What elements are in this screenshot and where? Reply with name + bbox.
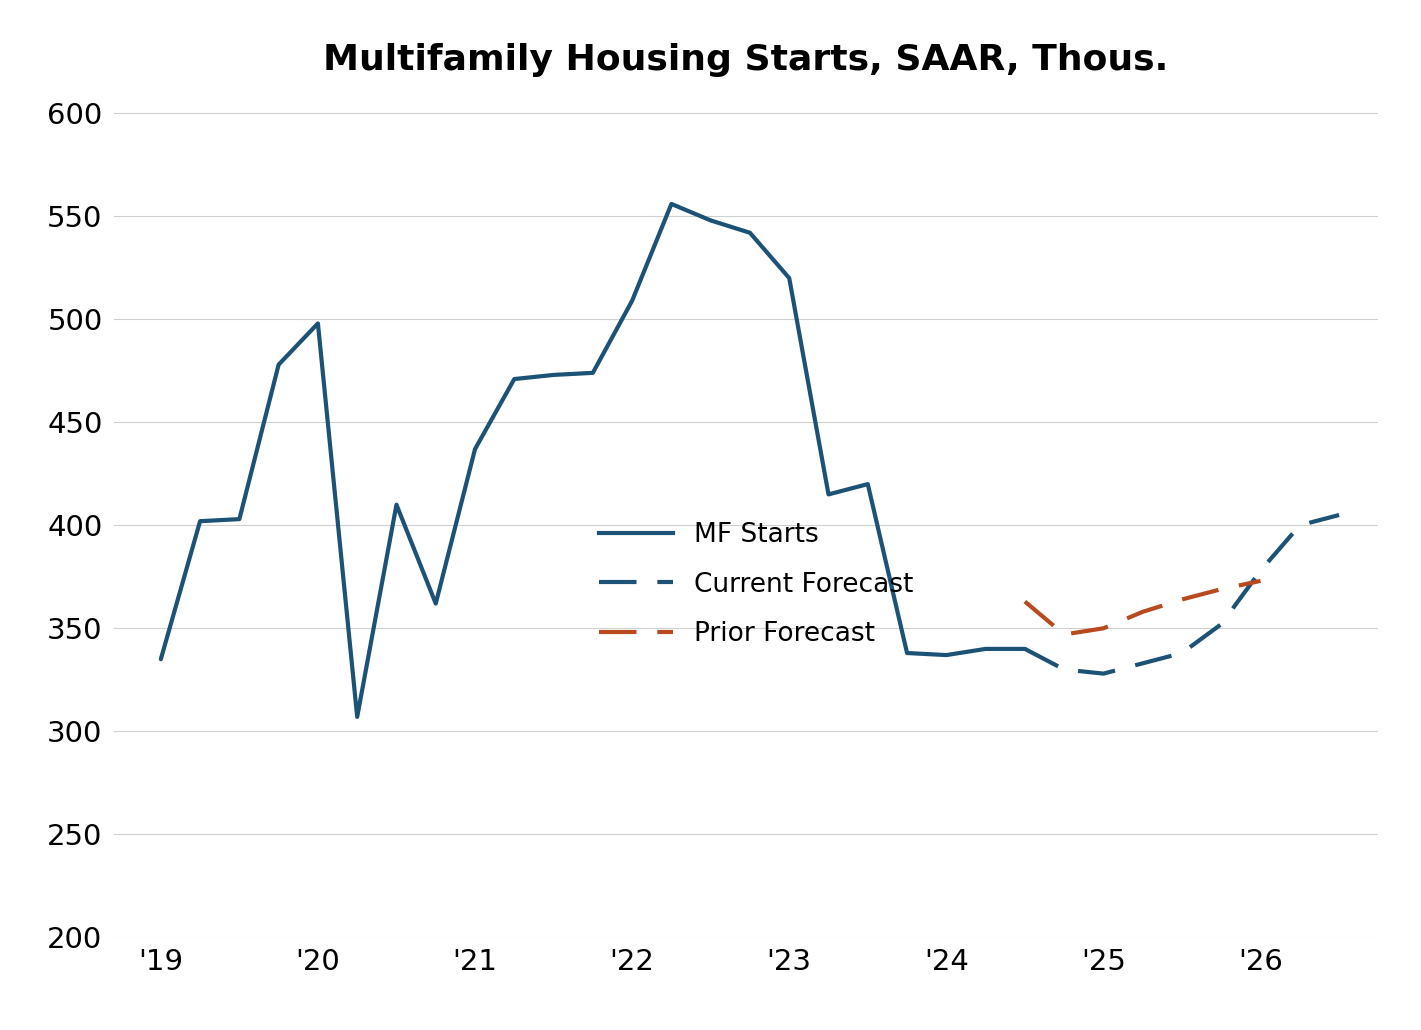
Current Forecast bbox=[1096, 667, 1113, 680]
MF Starts bbox=[820, 488, 837, 501]
Current Forecast bbox=[1134, 657, 1151, 670]
MF Starts bbox=[428, 597, 445, 610]
Legend: MF Starts, Current Forecast, Prior Forecast: MF Starts, Current Forecast, Prior Forec… bbox=[588, 511, 924, 658]
Prior Forecast bbox=[1096, 622, 1113, 634]
MF Starts bbox=[506, 373, 523, 385]
Title: Multifamily Housing Starts, SAAR, Thous.: Multifamily Housing Starts, SAAR, Thous. bbox=[324, 43, 1168, 77]
Current Forecast bbox=[1252, 564, 1269, 577]
MF Starts bbox=[938, 649, 955, 661]
MF Starts bbox=[310, 317, 327, 330]
Current Forecast bbox=[1174, 647, 1191, 659]
MF Starts bbox=[860, 478, 877, 490]
MF Starts bbox=[546, 369, 563, 381]
MF Starts bbox=[152, 653, 169, 665]
Line: MF Starts: MF Starts bbox=[161, 204, 1025, 717]
Line: Current Forecast: Current Forecast bbox=[1025, 515, 1339, 674]
MF Starts bbox=[662, 198, 679, 210]
MF Starts bbox=[192, 515, 209, 527]
Current Forecast bbox=[1292, 519, 1309, 531]
Current Forecast bbox=[1212, 618, 1229, 630]
MF Starts bbox=[466, 443, 483, 455]
Prior Forecast bbox=[1056, 628, 1073, 641]
Prior Forecast bbox=[1134, 606, 1151, 618]
MF Starts bbox=[898, 647, 915, 659]
Current Forecast bbox=[1056, 663, 1073, 676]
Prior Forecast bbox=[1212, 583, 1229, 595]
Prior Forecast bbox=[1252, 575, 1269, 587]
MF Starts bbox=[702, 214, 719, 227]
MF Starts bbox=[742, 227, 759, 239]
Current Forecast bbox=[1330, 509, 1347, 521]
MF Starts bbox=[978, 643, 995, 655]
Line: Prior Forecast: Prior Forecast bbox=[1025, 581, 1260, 634]
MF Starts bbox=[624, 295, 641, 307]
MF Starts bbox=[780, 272, 797, 284]
Prior Forecast bbox=[1174, 593, 1191, 606]
MF Starts bbox=[584, 367, 601, 379]
MF Starts bbox=[270, 358, 287, 371]
Prior Forecast bbox=[1016, 595, 1033, 608]
MF Starts bbox=[348, 711, 365, 723]
Current Forecast bbox=[1016, 643, 1033, 655]
MF Starts bbox=[388, 499, 405, 511]
MF Starts bbox=[230, 513, 247, 525]
MF Starts bbox=[1016, 643, 1033, 655]
